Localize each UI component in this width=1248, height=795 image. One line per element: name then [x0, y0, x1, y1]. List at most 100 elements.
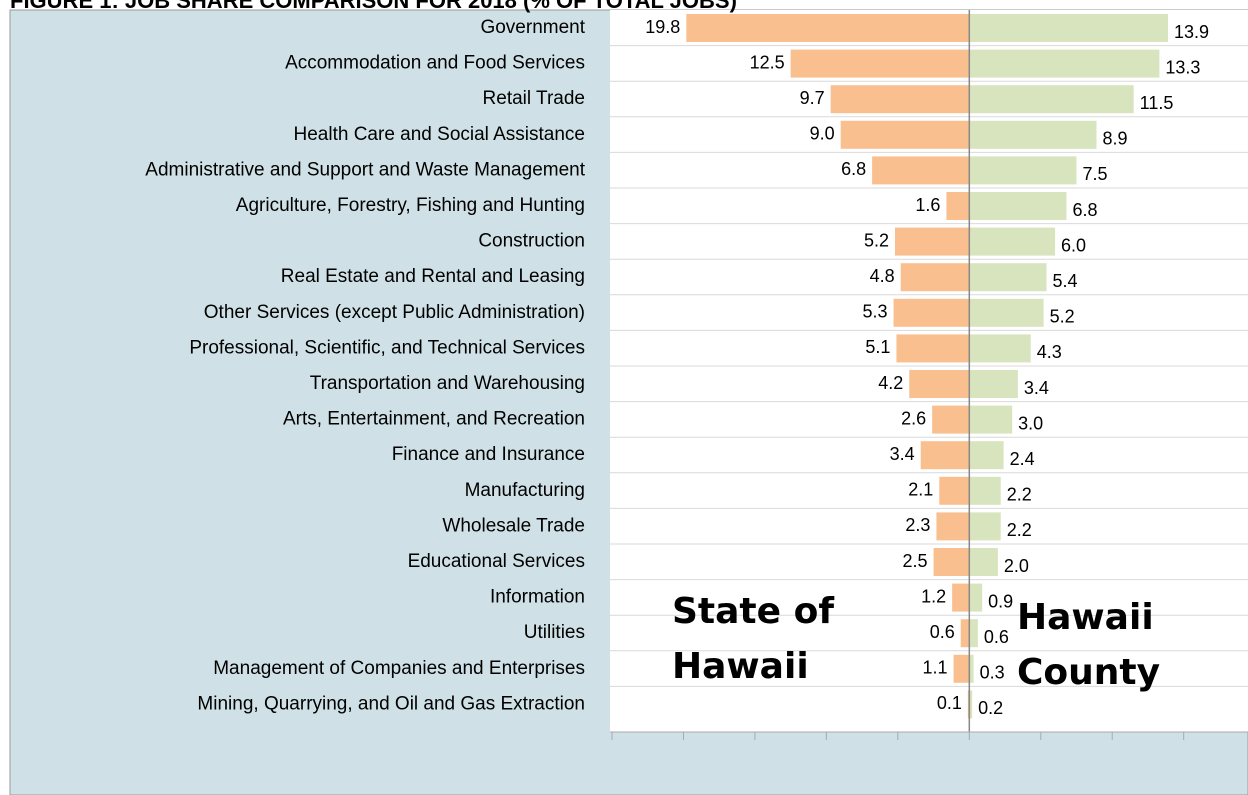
bar: [790, 49, 970, 78]
value-label: 5.3: [863, 302, 888, 322]
value-label: 4.3: [1037, 342, 1062, 362]
category-label: Health Care and Social Assistance: [294, 124, 586, 145]
bar: [686, 14, 970, 42]
value-label: 2.3: [905, 515, 930, 535]
bar: [936, 512, 970, 541]
category-label: Transportation and Warehousing: [310, 373, 585, 394]
value-label: 1.1: [923, 658, 948, 678]
bar: [952, 583, 970, 612]
value-label: 6.8: [841, 159, 866, 179]
value-label: 12.5: [750, 52, 785, 72]
bar: [969, 14, 1168, 42]
category-label: Manufacturing: [465, 480, 585, 501]
bar: [969, 441, 1004, 470]
category-label: Other Services (except Public Administra…: [204, 302, 585, 323]
category-label: Mining, Quarrying, and Oil and Gas Extra…: [197, 693, 585, 714]
bar: [840, 120, 970, 149]
bar: [909, 370, 970, 398]
value-label: 13.9: [1174, 22, 1209, 42]
series-label: Hawaii County: [1017, 597, 1161, 693]
series-label: State of Hawaii: [672, 591, 834, 687]
bar: [953, 654, 970, 683]
bar: [969, 690, 973, 719]
value-label: 0.1: [937, 693, 962, 713]
bar: [969, 512, 1001, 541]
category-label: Real Estate and Rental and Leasing: [281, 266, 585, 287]
value-label: 19.8: [645, 17, 680, 37]
value-label: 4.8: [870, 266, 895, 286]
bar: [969, 334, 1031, 363]
category-label: Arts, Entertainment, and Recreation: [283, 409, 585, 430]
bar: [933, 548, 970, 576]
value-label: 5.4: [1052, 271, 1077, 291]
value-label: 7.5: [1082, 164, 1107, 184]
bar: [946, 192, 970, 220]
category-label: Agriculture, Forestry, Fishing and Hunti…: [236, 195, 585, 216]
value-label: 6.0: [1061, 235, 1086, 255]
bar: [894, 227, 970, 256]
value-label: 3.4: [890, 444, 915, 464]
value-label: 2.2: [1007, 485, 1032, 505]
bar: [969, 654, 974, 683]
bar: [969, 120, 1097, 149]
value-label: 5.2: [1050, 307, 1075, 327]
bar: [969, 548, 998, 576]
value-label: 2.2: [1007, 520, 1032, 540]
value-label: 8.9: [1103, 129, 1128, 149]
bar: [960, 619, 970, 648]
bar: [969, 263, 1047, 292]
bar: [969, 49, 1160, 78]
bar: [969, 85, 1134, 114]
value-label: 0.3: [980, 663, 1005, 683]
bar: [896, 334, 970, 363]
value-label: 0.6: [930, 622, 955, 642]
category-label: Educational Services: [408, 551, 585, 572]
category-label: Administrative and Support and Waste Man…: [145, 159, 585, 180]
value-label: 9.0: [810, 124, 835, 144]
chart-title: FIGURE 1: JOB SHARE COMPARISON FOR 2018 …: [10, 0, 737, 13]
bar: [900, 263, 970, 292]
category-label: Wholesale Trade: [442, 515, 585, 536]
value-label: 5.1: [865, 337, 890, 357]
category-label: Retail Trade: [483, 88, 585, 109]
category-label: Accommodation and Food Services: [285, 53, 585, 74]
value-label: 13.3: [1165, 57, 1200, 77]
bar: [969, 583, 983, 612]
value-label: 0.9: [988, 591, 1013, 611]
value-label: 2.5: [903, 551, 928, 571]
category-label: Construction: [478, 231, 585, 252]
value-label: 5.2: [864, 230, 889, 250]
value-label: 9.7: [800, 88, 825, 108]
bar: [932, 405, 970, 434]
value-label: 0.2: [978, 698, 1003, 718]
bar: [830, 85, 970, 114]
bar: [969, 298, 1044, 327]
category-label: Finance and Insurance: [392, 444, 585, 465]
value-label: 2.0: [1004, 556, 1029, 576]
bar: [969, 370, 1018, 398]
value-label: 4.2: [878, 373, 903, 393]
value-label: 2.1: [908, 480, 933, 500]
bar: [969, 405, 1013, 434]
category-label: Government: [480, 17, 585, 38]
category-label: Utilities: [524, 622, 585, 643]
value-label: 2.4: [1010, 449, 1035, 469]
value-label: 3.0: [1018, 413, 1043, 433]
bar: [939, 476, 970, 505]
value-label: 6.8: [1072, 200, 1097, 220]
value-label: 3.4: [1024, 378, 1049, 398]
category-label: Professional, Scientific, and Technical …: [189, 337, 585, 358]
bar: [969, 227, 1056, 256]
value-label: 0.6: [984, 627, 1009, 647]
bar: [893, 298, 970, 327]
bar: [969, 476, 1001, 505]
bar: [872, 156, 970, 185]
category-label: Management of Companies and Enterprises: [213, 658, 585, 679]
value-label: 1.2: [921, 586, 946, 606]
bar: [969, 192, 1067, 220]
value-label: 1.6: [915, 195, 940, 215]
bar: [969, 156, 1077, 185]
bar: [920, 441, 970, 470]
